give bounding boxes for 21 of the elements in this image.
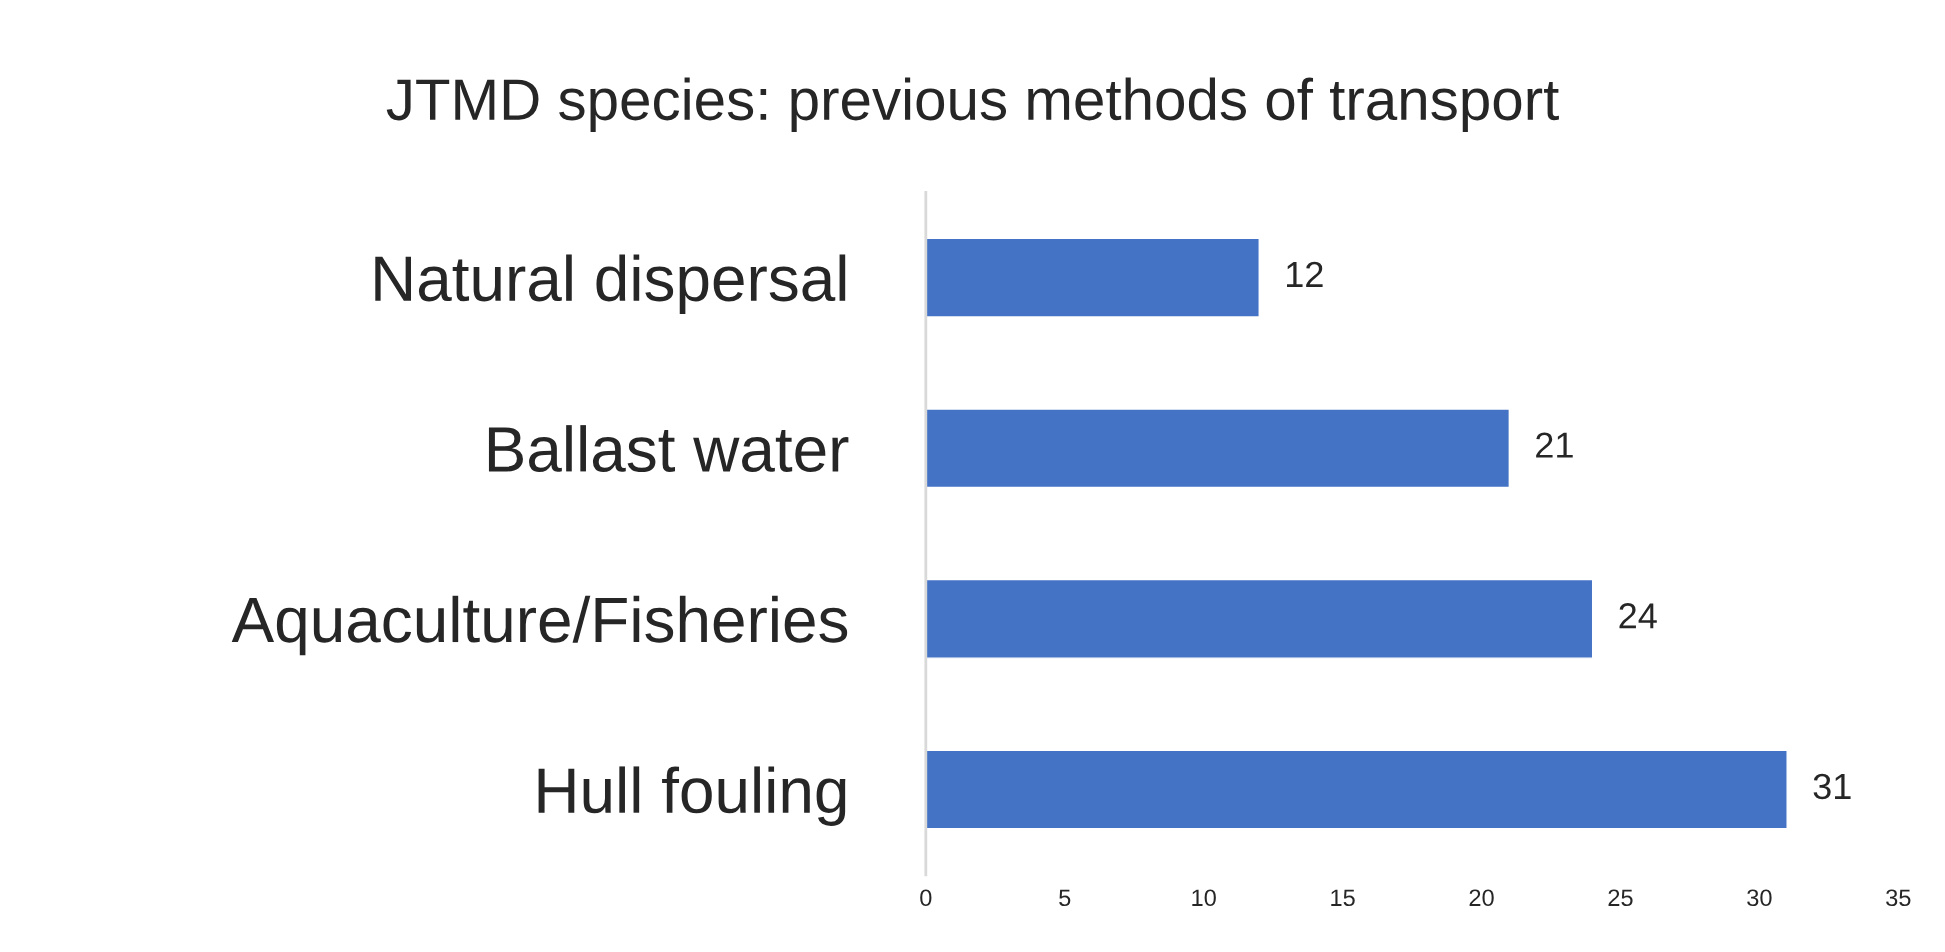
bar [925,408,1511,489]
y-tick-label: Ballast water [488,425,849,473]
y-tick-label: Hull fouling [538,766,846,826]
x-tick-label: 35 [1886,889,1911,907]
x-tick-label: 10 [1192,889,1216,907]
chart-title: JTMD species: previous methods of transport [386,77,1559,132]
x-tick-label: 20 [1469,889,1494,907]
x-tick-label: 30 [1747,889,1772,907]
y-tick-label: Natural dispersal [375,254,846,315]
x-tick-label: 5 [1059,889,1071,907]
data-label: 21 [1536,432,1573,458]
data-label: 31 [1813,773,1851,800]
y-tick-label: Aquaculture/Fisheries [231,595,848,656]
bar [925,749,1788,830]
x-tick-label: 15 [1331,889,1355,907]
data-label: 12 [1287,261,1323,287]
x-tick-label: 0 [920,889,932,907]
bar [925,578,1594,659]
x-tick-label: 25 [1608,889,1633,907]
bar [925,237,1260,318]
data-label: 24 [1619,603,1657,629]
